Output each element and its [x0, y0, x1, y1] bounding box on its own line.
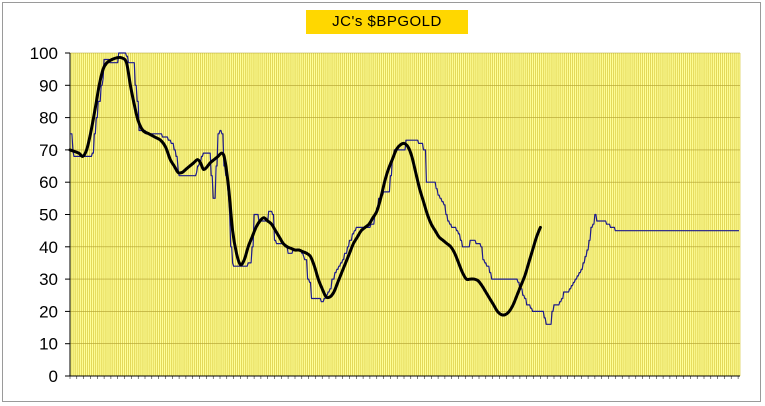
y-tick-label-10: 10: [39, 335, 58, 354]
x-axis: [69, 375, 740, 379]
y-tick-label-50: 50: [39, 206, 58, 225]
chart-frame: [2, 2, 761, 402]
series-group: [68, 52, 739, 325]
y-tick-label-30: 30: [39, 270, 58, 289]
y-tick-label-80: 80: [39, 109, 58, 128]
series-smooth-line: [68, 55, 542, 317]
y-tick-label-20: 20: [39, 302, 58, 321]
y-tick-label-0: 0: [49, 367, 58, 386]
y-tick-label-40: 40: [39, 238, 58, 257]
y-tick-label-60: 60: [39, 173, 58, 192]
series-raw-line: [70, 52, 739, 325]
y-tick-label-90: 90: [39, 76, 58, 95]
chart-title: JC's $BPGOLD: [306, 10, 468, 34]
x-ticks: [69, 376, 739, 379]
y-tick-label-100: 100: [30, 44, 58, 63]
y-tick-label-70: 70: [39, 141, 58, 160]
